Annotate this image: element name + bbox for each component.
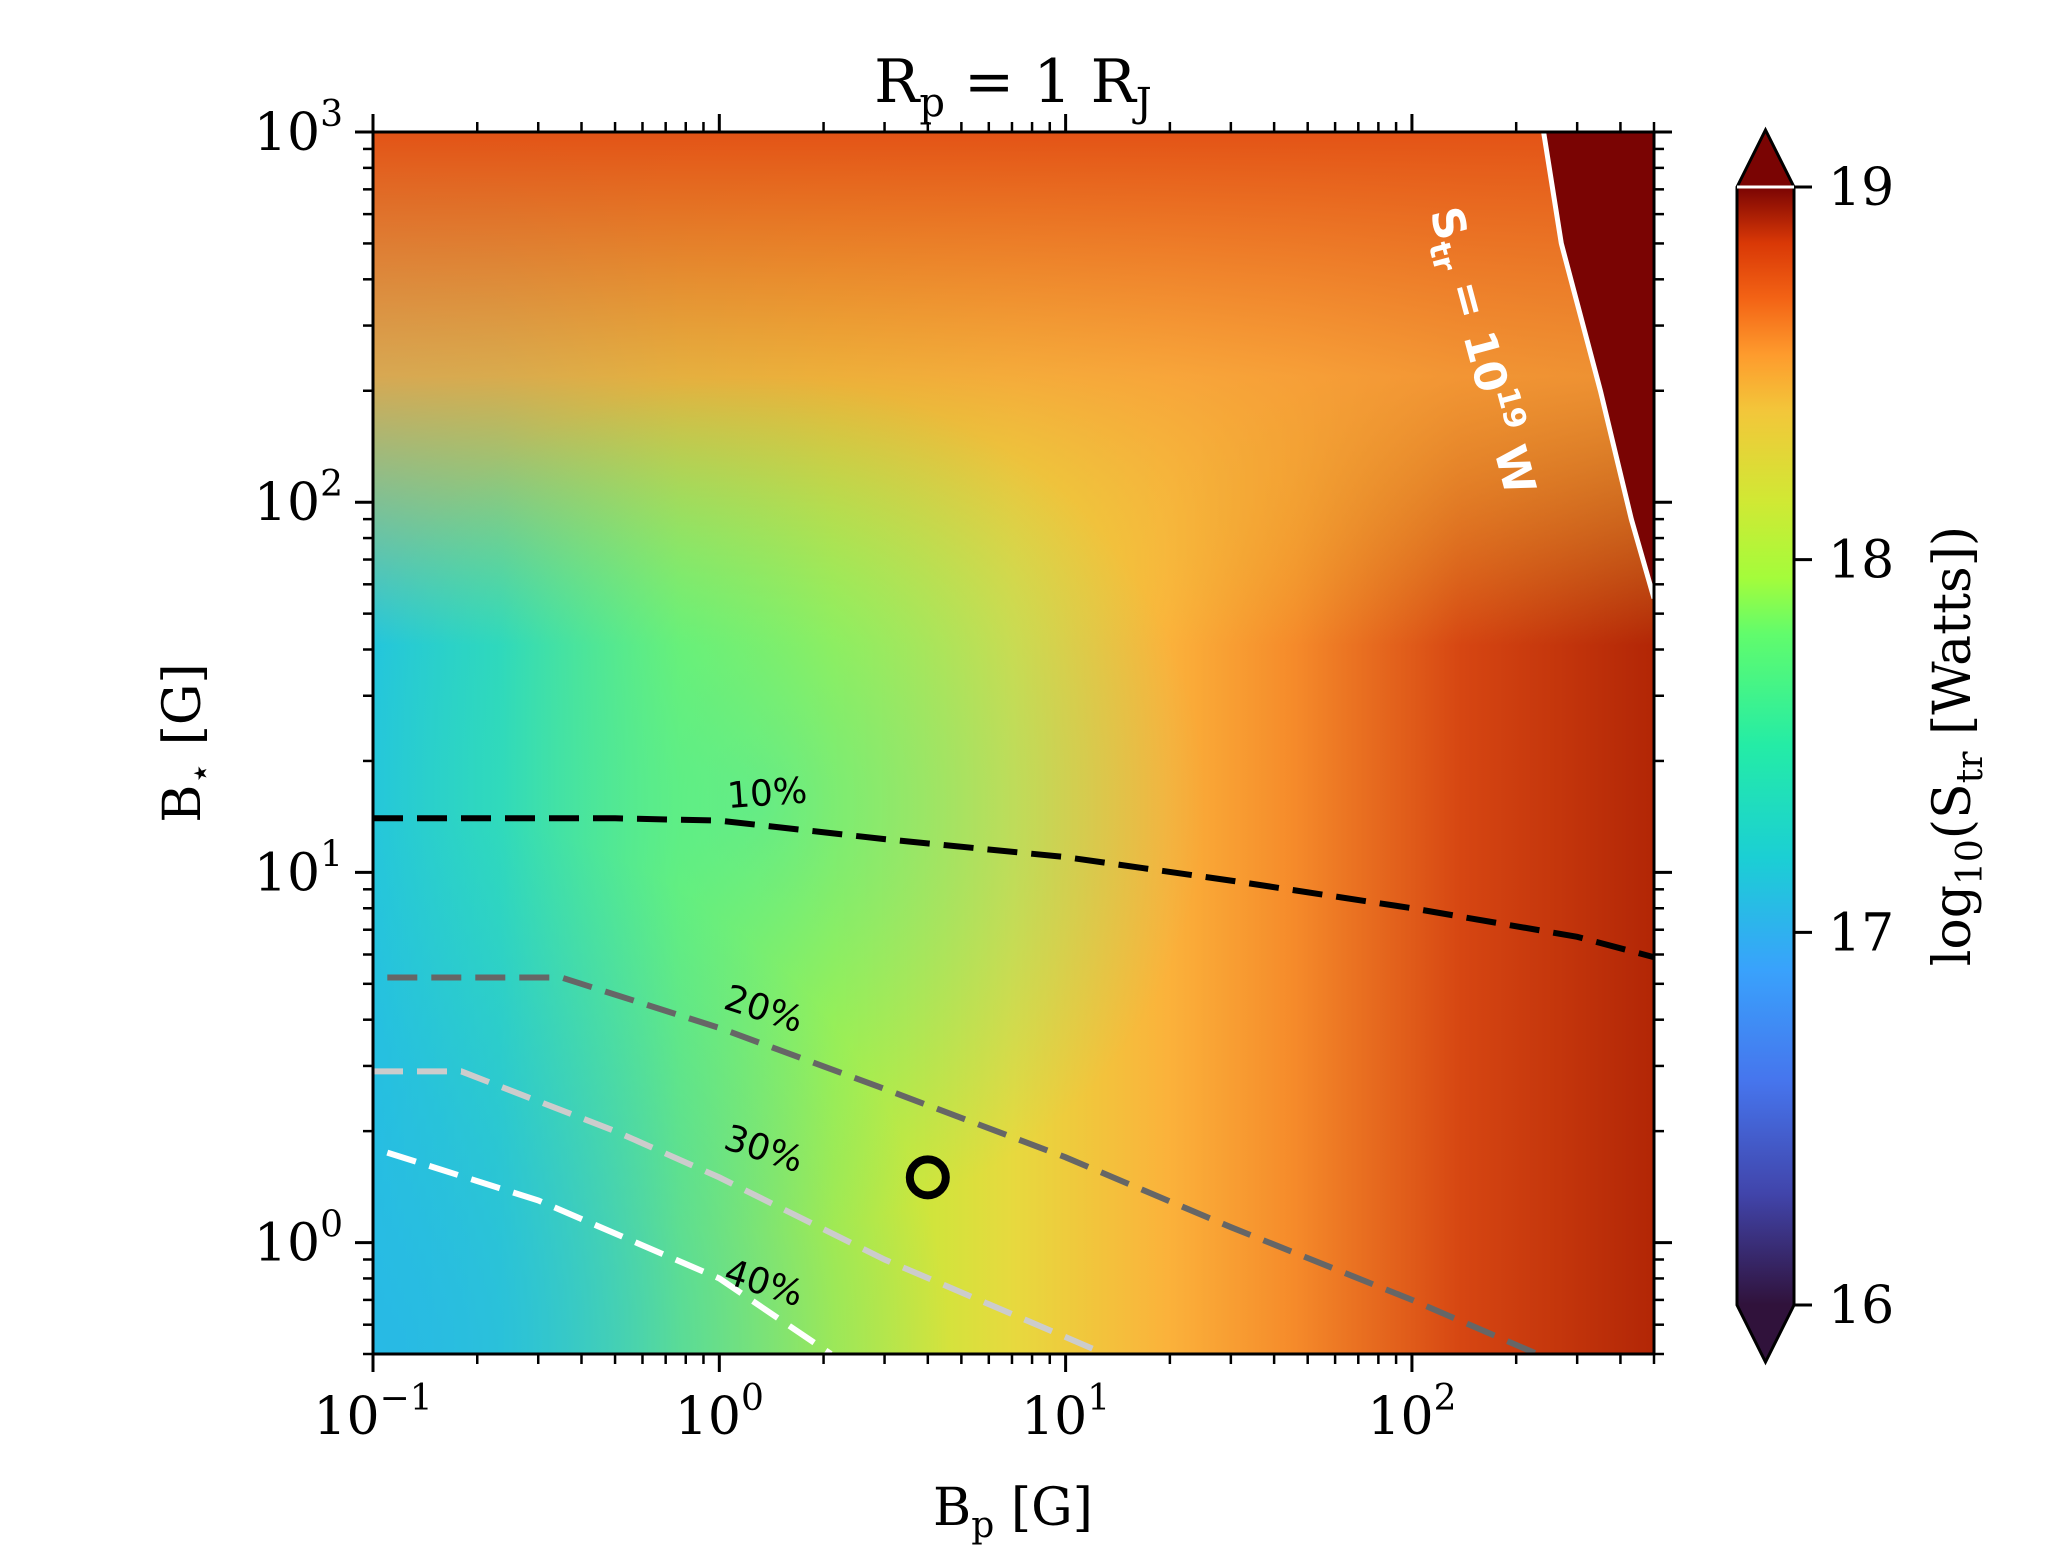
contour-line-5 xyxy=(1541,132,1654,599)
colorbar xyxy=(1735,126,1796,1366)
colorbar-tick-label: 19 xyxy=(1828,158,1894,218)
colorbar-extend-top xyxy=(1737,130,1794,187)
colorbar-tick-label: 18 xyxy=(1828,531,1894,591)
y-tick-label: 101 xyxy=(254,834,343,903)
plot-frame xyxy=(371,130,1656,1356)
chart-title: Rp = 1 RJ xyxy=(874,47,1152,126)
contour-label-10: 10% xyxy=(726,770,809,816)
colorbar-extend-bottom xyxy=(1737,1305,1794,1362)
y-tick-label: 103 xyxy=(254,94,343,163)
y-tick-label: 102 xyxy=(254,464,343,533)
contour-line-3 xyxy=(373,1068,1107,1354)
x-tick-label: 10−1 xyxy=(313,1378,432,1447)
contour-line-4 xyxy=(386,1149,833,1354)
saturated-region xyxy=(1543,132,1654,599)
contour-line-1 xyxy=(373,815,1654,961)
colorbar-tick-label: 16 xyxy=(1828,1276,1894,1336)
x-tick-label: 102 xyxy=(1367,1378,1456,1447)
marker-1 xyxy=(905,1155,950,1200)
heatmap xyxy=(373,132,1654,1354)
colorbar-tick-label: 17 xyxy=(1828,903,1894,963)
x-tick-label: 101 xyxy=(1021,1378,1110,1447)
colorbar-label: log10(Str [Watts]) xyxy=(1923,526,1991,966)
x-tick-label: 100 xyxy=(675,1378,764,1447)
y-axis-label: B⋆ [G] xyxy=(153,663,221,822)
y-tick-label: 100 xyxy=(254,1205,343,1274)
contour-line-2 xyxy=(387,974,1539,1354)
x-axis-label: Bp [G] xyxy=(933,1478,1093,1546)
